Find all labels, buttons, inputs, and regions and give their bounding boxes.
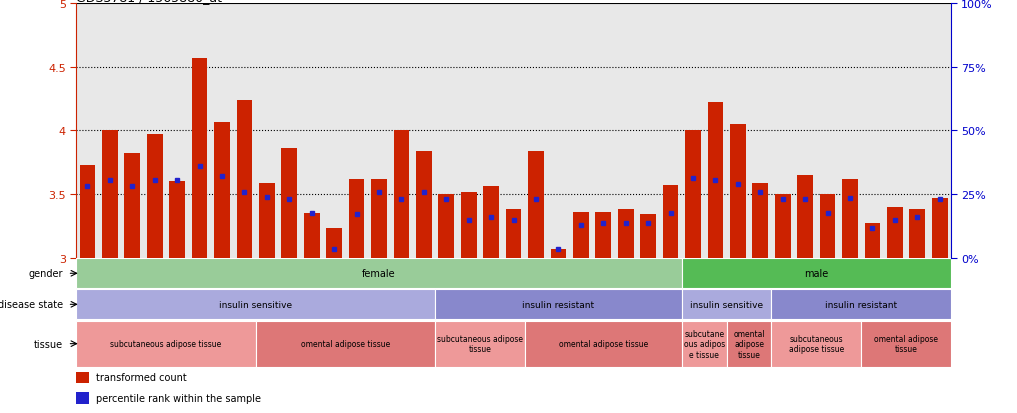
Bar	[255, 321, 435, 367]
Bar	[909, 210, 925, 258]
Text: omental adipose
tissue: omental adipose tissue	[874, 334, 938, 354]
Text: transformed count: transformed count	[96, 373, 186, 382]
Bar	[753, 183, 768, 258]
Text: subcutaneous adipose tissue: subcutaneous adipose tissue	[111, 339, 222, 348]
Bar	[371, 179, 386, 258]
Bar	[842, 179, 857, 258]
Text: omental adipose tissue: omental adipose tissue	[558, 339, 648, 348]
Text: omental adipose tissue: omental adipose tissue	[301, 339, 390, 348]
Bar	[170, 182, 185, 258]
Bar	[772, 321, 861, 367]
Bar	[349, 179, 364, 258]
Bar	[726, 321, 772, 367]
Bar	[416, 152, 432, 258]
Bar	[797, 176, 813, 258]
Bar	[505, 210, 522, 258]
Bar	[435, 290, 681, 320]
Bar	[595, 212, 611, 258]
Bar	[573, 212, 589, 258]
Text: subcutane
ous adipos
e tissue: subcutane ous adipos e tissue	[683, 329, 725, 358]
Bar	[394, 131, 409, 258]
Bar	[528, 152, 544, 258]
Bar	[259, 183, 275, 258]
Bar	[708, 103, 723, 258]
Bar	[864, 224, 881, 258]
Bar	[76, 372, 89, 383]
Bar	[685, 131, 701, 258]
Bar	[438, 195, 455, 258]
Text: insulin resistant: insulin resistant	[523, 300, 595, 309]
Text: percentile rank within the sample: percentile rank within the sample	[96, 393, 260, 403]
Bar	[887, 207, 903, 258]
Bar	[775, 195, 790, 258]
Bar	[102, 131, 118, 258]
Bar	[730, 125, 745, 258]
Bar	[681, 290, 772, 320]
Text: disease state: disease state	[0, 299, 63, 310]
Text: subcutaneous
adipose tissue: subcutaneous adipose tissue	[789, 334, 844, 354]
Bar	[282, 149, 297, 258]
Bar	[304, 214, 319, 258]
Text: female: female	[362, 268, 396, 279]
Bar	[550, 249, 566, 258]
Bar	[79, 166, 96, 258]
Bar	[681, 259, 951, 288]
Bar	[618, 210, 634, 258]
Bar	[146, 135, 163, 258]
Bar	[215, 122, 230, 258]
Text: male: male	[804, 268, 829, 279]
Text: GDS3781 / 1565880_at: GDS3781 / 1565880_at	[76, 0, 223, 4]
Bar	[124, 154, 140, 258]
Text: insulin sensitive: insulin sensitive	[219, 300, 292, 309]
Bar	[76, 259, 681, 288]
Bar	[435, 321, 525, 367]
Text: insulin sensitive: insulin sensitive	[691, 300, 763, 309]
Text: insulin resistant: insulin resistant	[825, 300, 897, 309]
Bar	[525, 321, 681, 367]
Text: gender: gender	[28, 268, 63, 279]
Bar	[641, 215, 656, 258]
Bar	[237, 101, 252, 258]
Bar	[326, 229, 342, 258]
Text: subcutaneous adipose
tissue: subcutaneous adipose tissue	[437, 334, 523, 354]
Bar	[76, 321, 255, 367]
Bar	[76, 290, 435, 320]
Bar	[820, 195, 835, 258]
Bar	[663, 186, 678, 258]
Bar	[932, 198, 948, 258]
Bar	[192, 59, 207, 258]
Bar	[681, 321, 726, 367]
Text: omental
adipose
tissue: omental adipose tissue	[733, 329, 765, 358]
Bar	[461, 192, 477, 258]
Text: tissue: tissue	[34, 339, 63, 349]
Bar	[772, 290, 951, 320]
Bar	[861, 321, 951, 367]
Bar	[483, 187, 499, 258]
Bar	[76, 392, 89, 404]
